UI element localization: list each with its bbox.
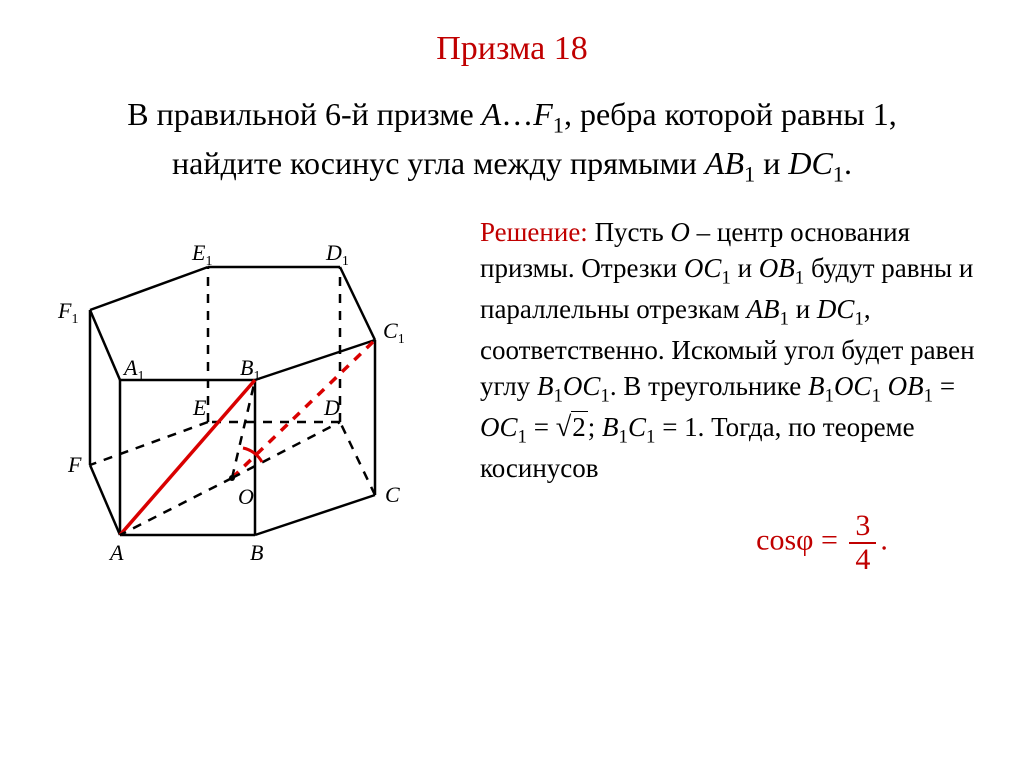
page-title: Призма 18 (40, 30, 984, 68)
math-var: F (533, 96, 553, 132)
math-sub: 1 (744, 161, 755, 186)
content-row: A B C D E F O A1 B1 C1 D1 E1 F1 Решение:… (40, 210, 984, 576)
math-var: AB (705, 145, 744, 181)
text: = (527, 412, 556, 442)
math-dots: … (501, 96, 533, 132)
math-var: OB (759, 253, 795, 283)
text: и (789, 294, 817, 324)
math-sub: 1 (871, 386, 880, 407)
text (881, 371, 888, 401)
fraction-den: 4 (849, 544, 876, 576)
math-var: C (628, 412, 646, 442)
formula-end: . (880, 524, 888, 557)
problem-text: В правильной 6-й призме (127, 96, 481, 132)
math-sub: 1 (518, 426, 527, 447)
problem-text: и (755, 145, 788, 181)
math-var: OC (563, 371, 601, 401)
label-A1: A1 (122, 355, 144, 384)
problem-statement: В правильной 6-й призме A…F1, ребра кото… (40, 92, 984, 190)
math-sub: 1 (619, 426, 628, 447)
math-var: B (602, 412, 619, 442)
prism-diagram: A B C D E F O A1 B1 C1 D1 E1 F1 (40, 210, 460, 575)
formula-eq: = (813, 524, 845, 557)
label-E: E (192, 395, 207, 420)
label-F1: F1 (57, 298, 78, 327)
math-sub: 1 (780, 308, 789, 329)
label-B1: B1 (240, 355, 260, 384)
solution-label: Решение: (480, 217, 588, 247)
prism-svg: A B C D E F O A1 B1 C1 D1 E1 F1 (40, 210, 460, 570)
radicand: 2 (571, 411, 588, 442)
math-sub: 1 (833, 161, 844, 186)
label-A: A (108, 540, 124, 565)
label-O: O (238, 484, 254, 509)
label-D: D (323, 395, 340, 420)
sqrt: 2 (556, 409, 588, 447)
text: ; (588, 412, 602, 442)
text: = (933, 371, 955, 401)
math-var: AB (747, 294, 780, 324)
label-D1: D1 (325, 240, 349, 269)
text: Пусть (588, 217, 671, 247)
fraction-num: 3 (849, 510, 876, 544)
page: Призма 18 В правильной 6-й призме A…F1, … (0, 0, 1024, 767)
problem-text: найдите косинус угла между прямыми (172, 145, 705, 181)
solution-text: Решение: Пусть O – центр основания призм… (480, 210, 984, 576)
math-var: OC (834, 371, 872, 401)
text: . В треугольнике (610, 371, 808, 401)
fraction: 34 (849, 510, 876, 575)
math-var: A (482, 96, 502, 132)
math-sub: 1 (824, 386, 833, 407)
math-var: DC (817, 294, 855, 324)
math-var: OB (888, 371, 924, 401)
math-sub: 1 (924, 386, 933, 407)
math-sub: 1 (553, 386, 562, 407)
math-sub: 1 (721, 267, 730, 288)
math-var: OC (480, 412, 518, 442)
title-text: Призма 18 (436, 30, 588, 67)
label-F: F (67, 452, 82, 477)
label-E1: E1 (191, 240, 212, 269)
label-B: B (250, 540, 263, 565)
math-sub: 1 (553, 112, 564, 137)
formula-lhs: cos (756, 524, 796, 557)
problem-text: . (844, 145, 852, 181)
math-var: DC (788, 145, 832, 181)
text: и (731, 253, 759, 283)
problem-text: , ребра которой равны 1, (564, 96, 897, 132)
math-sub: 1 (795, 267, 804, 288)
label-C1: C1 (383, 318, 405, 347)
math-var: O (670, 217, 690, 247)
math-sub: 1 (854, 308, 863, 329)
math-var: B (808, 371, 825, 401)
result-formula: cosφ = 34. (480, 510, 984, 575)
math-sub: 1 (600, 386, 609, 407)
math-var: OC (684, 253, 722, 283)
label-C: C (385, 482, 400, 507)
formula-phi: φ (796, 524, 813, 557)
math-var: B (537, 371, 554, 401)
